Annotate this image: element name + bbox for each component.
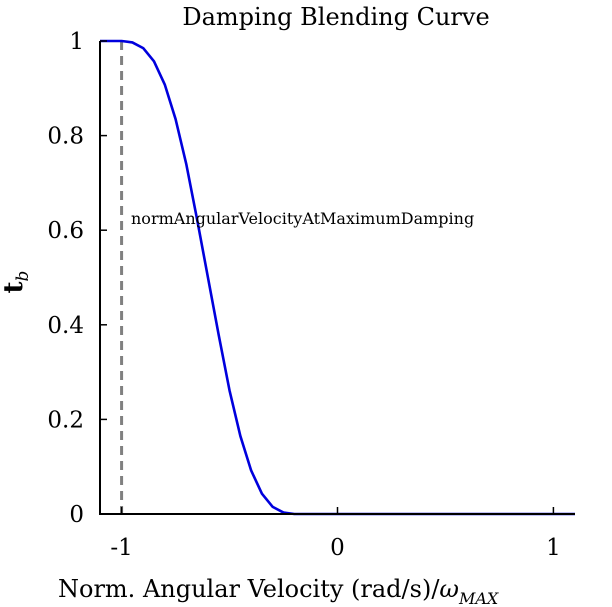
y-tick-label: 0.4 <box>47 313 84 339</box>
vline-annotation: normAngularVelocityAtMaximumDamping <box>131 209 474 228</box>
x-axis-label-subscript: MAX <box>458 589 499 607</box>
y-tick-label: 0.8 <box>47 124 84 150</box>
x-tick-label: 0 <box>330 535 345 561</box>
x-axis-label: Norm. Angular Velocity (rad/s)/ωMAX <box>58 575 499 607</box>
y-axis-label-text: t <box>0 281 29 293</box>
y-tick-label: 0 <box>69 502 84 528</box>
y-tick-label: 0.6 <box>47 218 84 244</box>
x-axis-label-symbol: ω <box>439 575 459 603</box>
series-line-0 <box>100 39 575 516</box>
y-axis-label: tb <box>0 271 33 294</box>
y-axis-label-subscript: b <box>13 271 33 282</box>
y-ticks: 0 0.2 0.4 0.6 0.8 1 <box>47 29 107 528</box>
y-tick-label: 1 <box>69 29 84 55</box>
x-tick-label: -1 <box>110 535 132 561</box>
x-tick-label: 1 <box>546 535 561 561</box>
plot-area <box>100 39 575 516</box>
x-axis-label-text: Norm. Angular Velocity (rad/s)/ <box>58 575 440 603</box>
x-ticks: -1 0 1 <box>110 507 561 561</box>
y-tick-label: 0.2 <box>47 407 84 433</box>
chart-title: Damping Blending Curve <box>182 3 489 31</box>
